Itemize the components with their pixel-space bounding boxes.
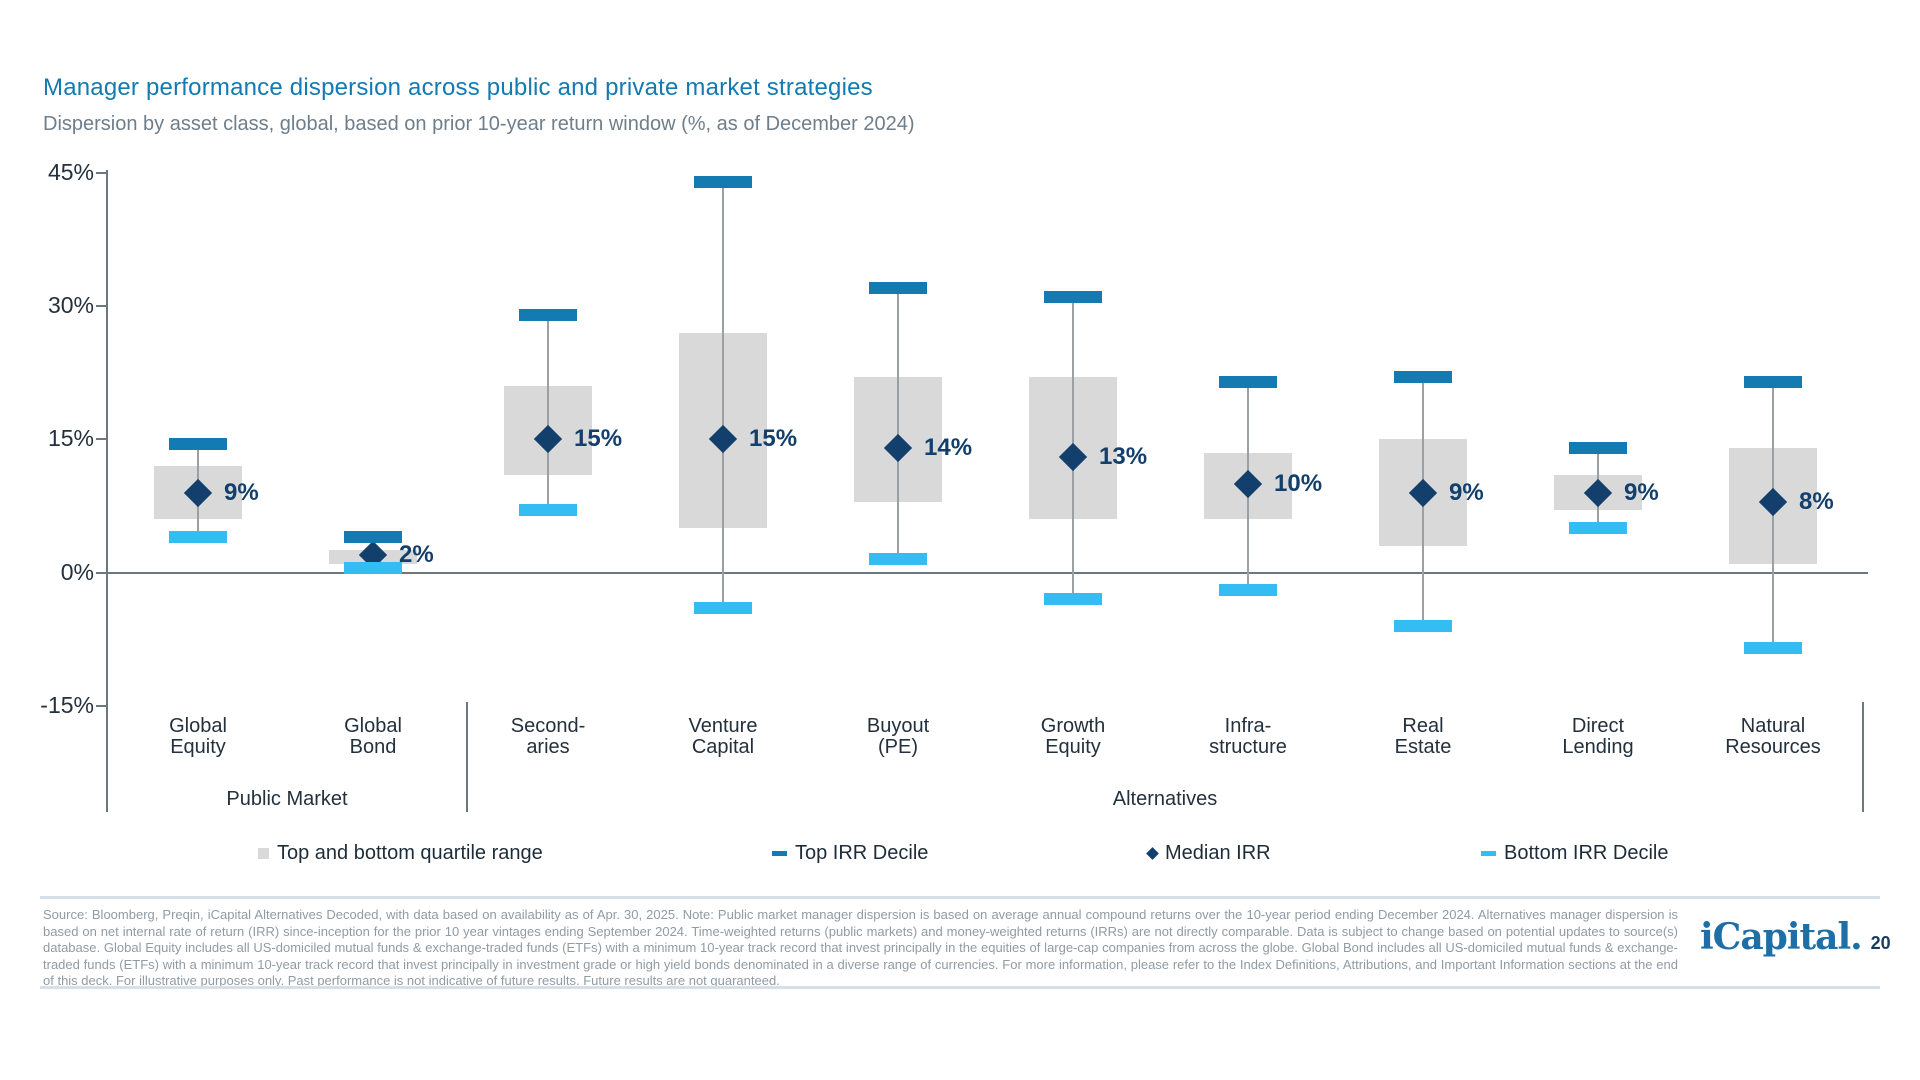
median-value-label: 15% [749,425,798,453]
bottom-decile-bar [519,504,577,517]
median-value-label: 14% [924,434,973,462]
y-tick [96,705,107,708]
bottom-decile-bar [1219,584,1277,597]
top-decile-bar [1394,371,1452,384]
bottom-decile-bar [344,562,402,575]
ytick-label: 15% [47,425,94,452]
y-tick [96,571,107,574]
category-label: Natural Resources [1725,715,1821,758]
legend-item-bottom-decile: Bottom IRR Decile [1481,840,1669,866]
legend-label: Top IRR Decile [795,841,929,864]
y-tick [96,305,107,308]
bottom-decile-dash-icon [1481,850,1496,856]
category-label: Direct Lending [1562,715,1634,758]
logo-text: iCapital. [1700,916,1863,958]
zero-gridline [107,571,1868,574]
bottom-decile-bar [1744,642,1802,655]
median-value-label: 15% [574,425,623,453]
bottom-decile-bar [169,531,227,544]
group-divider [1862,702,1864,812]
group-label: Public Market [226,788,348,810]
category-label: Real Estate [1394,715,1452,758]
legend-item-quartile-range: Top and bottom quartile range [258,840,543,866]
ytick-label: 0% [60,558,94,585]
top-decile-bar [1044,291,1102,304]
divider-rule-top [40,896,1880,899]
legend-label: Top and bottom quartile range [277,841,543,864]
quartile-box-icon [258,847,269,859]
category-label: Venture Capital [688,715,758,758]
category-label: Second- aries [510,715,586,758]
footnote: Source: Bloomberg, Preqin, iCapital Alte… [43,907,1678,988]
bottom-decile-bar [1394,620,1452,633]
top-decile-bar [1219,375,1277,388]
whisker [722,181,724,609]
median-value-label: 9% [1624,478,1659,506]
bottom-decile-bar [869,553,927,566]
median-diamond-icon [1146,846,1159,860]
category-label: Buyout (PE) [866,715,930,758]
top-decile-dash-icon [772,850,787,856]
icapital-logo: iCapital. 20 [1700,916,1891,958]
category-label: Infra- structure [1209,715,1287,758]
median-value-label: 9% [1449,478,1484,506]
group-label: Alternatives [1112,788,1218,810]
bottom-decile-bar [1044,593,1102,606]
median-value-label: 10% [1274,469,1323,497]
top-decile-bar [344,531,402,544]
category-label: Global Bond [344,715,402,758]
legend-item-top-decile: Top IRR Decile [772,840,928,866]
y-axis [106,170,108,812]
ytick-label: 45% [47,158,94,185]
bottom-decile-bar [694,602,752,615]
top-decile-bar [1744,375,1802,388]
legend-label: Median IRR [1165,841,1271,864]
ytick-label: 30% [47,292,94,319]
top-decile-bar [169,437,227,450]
legend-label: Bottom IRR Decile [1504,841,1669,864]
bottom-decile-bar [1569,522,1627,535]
y-tick [96,438,107,441]
divider-rule-bottom [40,986,1880,989]
median-value-label: 9% [224,478,259,506]
page-number: 20 [1870,933,1891,953]
top-decile-bar [1569,442,1627,455]
page-subtitle: Dispersion by asset class, global, based… [43,113,915,135]
category-label: Global Equity [169,715,227,758]
median-value-label: 8% [1799,487,1834,515]
median-value-label: 13% [1099,443,1148,471]
top-decile-bar [694,175,752,188]
whisker [547,314,549,511]
top-decile-bar [869,282,927,295]
page-title: Manager performance dispersion across pu… [43,74,873,101]
group-divider [466,702,468,812]
whisker [897,288,899,560]
median-value-label: 2% [399,540,434,568]
category-label: Growth Equity [1040,715,1106,758]
y-tick [96,171,107,174]
legend-item-median: Median IRR [1146,840,1271,866]
ytick-label: -15% [40,692,94,719]
top-decile-bar [519,308,577,321]
